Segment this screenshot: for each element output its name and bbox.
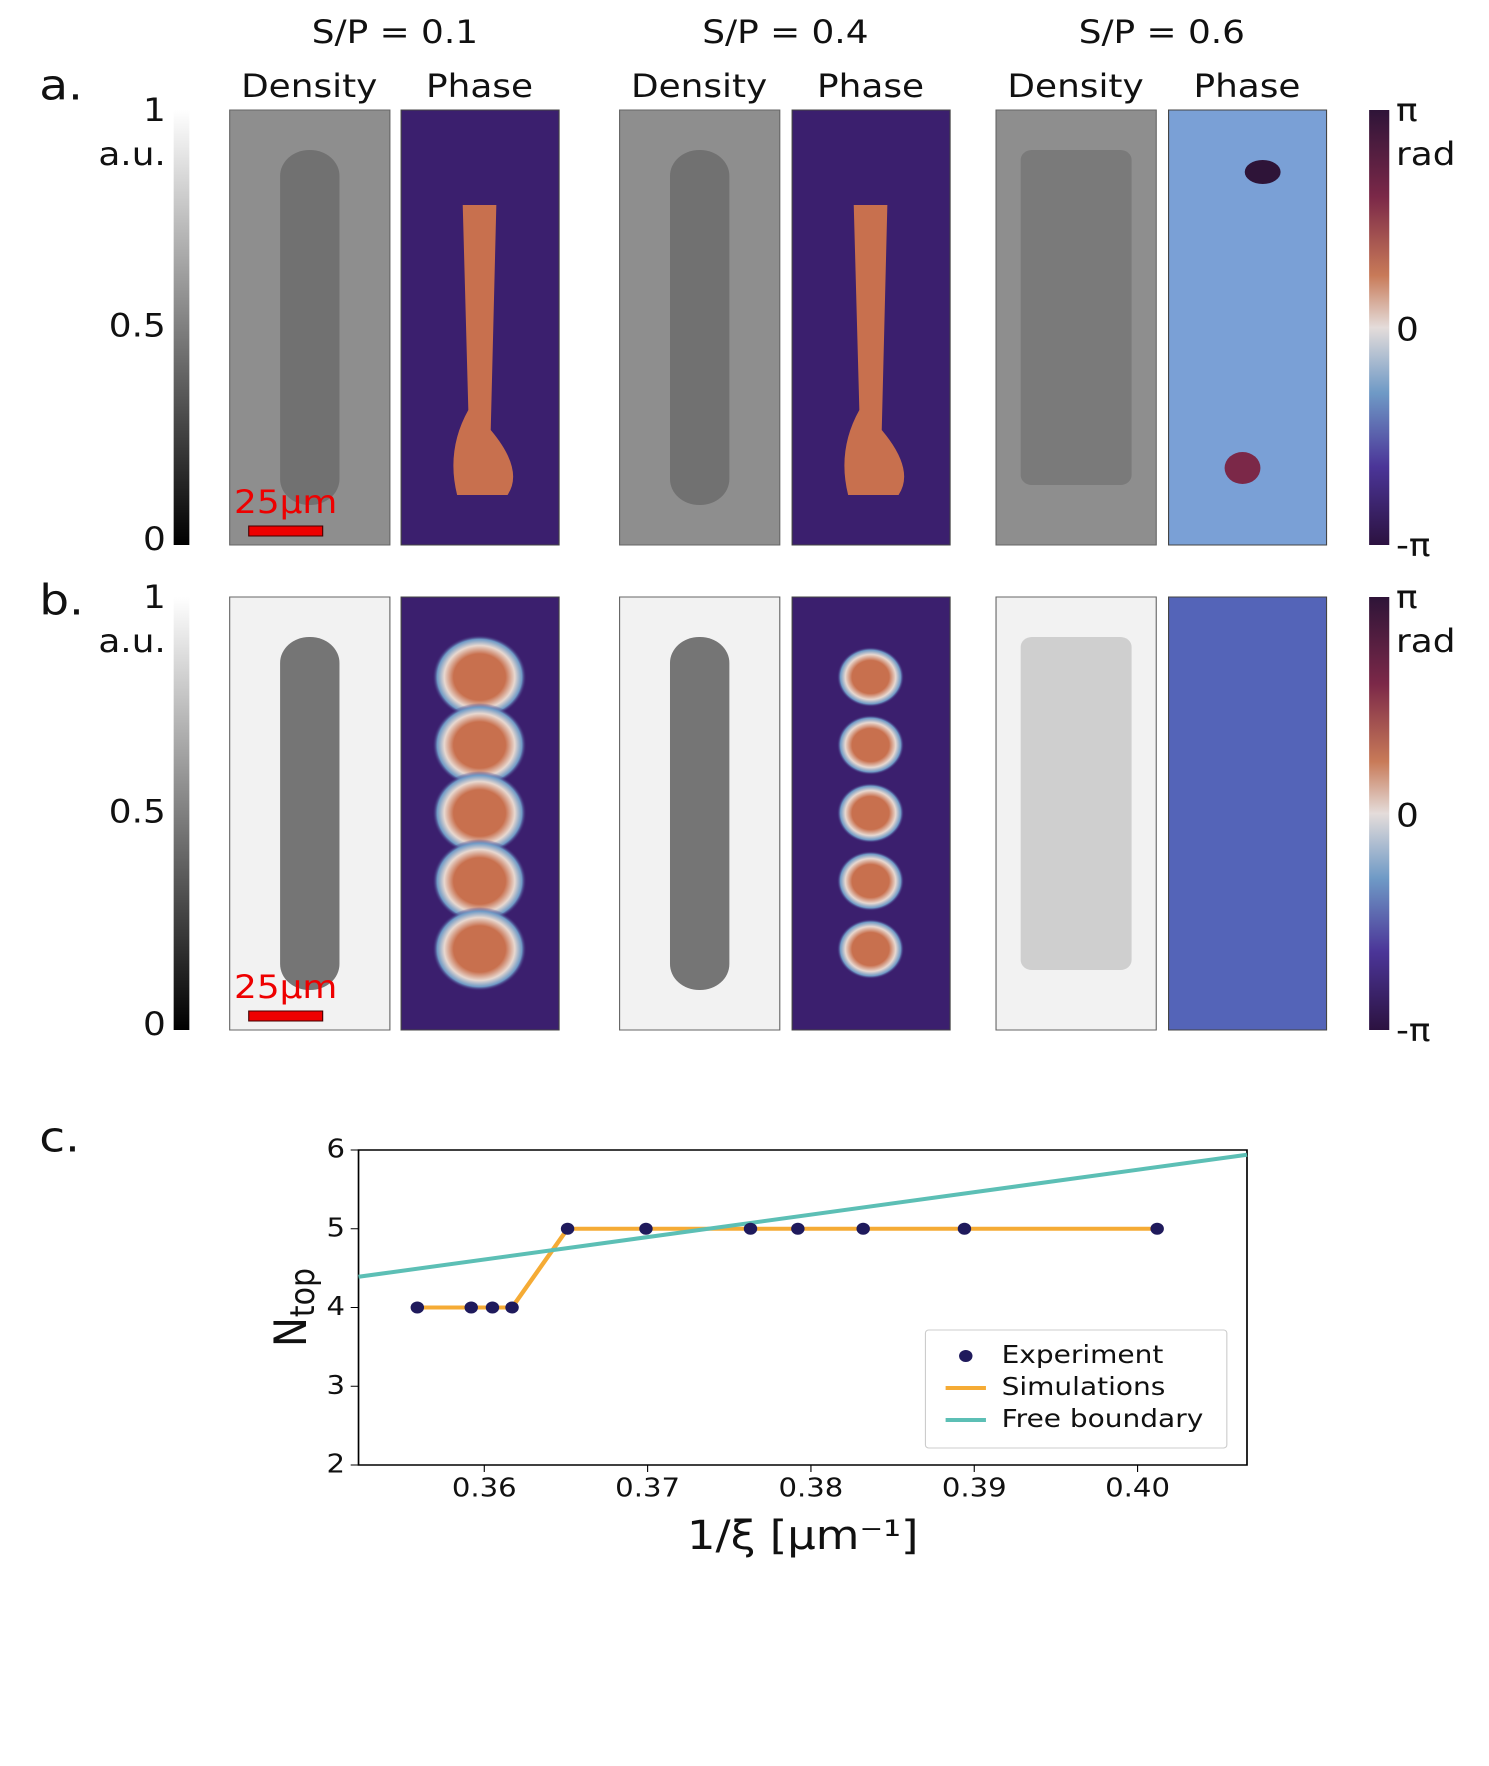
density-core xyxy=(1020,637,1132,970)
data-point xyxy=(505,1301,519,1314)
density-colorbar xyxy=(173,597,190,1030)
density-core xyxy=(669,150,730,505)
y-tick-label: 5 xyxy=(327,1212,346,1243)
panel-label: c. xyxy=(39,1113,80,1162)
vortex xyxy=(1244,160,1281,184)
phase-blob xyxy=(836,783,905,843)
colorbar-label: π xyxy=(1396,92,1418,130)
density-label: Density xyxy=(1007,68,1143,106)
legend-label: Experiment xyxy=(1002,1340,1164,1369)
phase-colorbar xyxy=(1369,597,1390,1030)
phase-blob xyxy=(432,839,527,923)
data-point xyxy=(464,1301,478,1314)
y-tick-label: 2 xyxy=(327,1448,346,1479)
y-tick-label: 4 xyxy=(327,1291,346,1322)
panel-label: b. xyxy=(39,576,84,625)
colorbar-label: a.u. xyxy=(98,136,165,174)
phase-label: Phase xyxy=(426,68,533,106)
scale-bar xyxy=(248,525,324,537)
series-line xyxy=(358,1152,1248,1279)
vortex xyxy=(1224,452,1261,484)
phase-blob xyxy=(432,907,527,991)
y-tick-label: 6 xyxy=(327,1133,346,1164)
colorbar-label: π xyxy=(1396,579,1418,617)
legend-box xyxy=(924,1329,1228,1449)
y-axis-label: Ntop xyxy=(266,1268,323,1347)
density-label: Density xyxy=(631,68,767,106)
colorbar-label: 0 xyxy=(143,1006,166,1044)
scale-bar xyxy=(248,1010,324,1022)
density-label: Density xyxy=(241,68,377,106)
data-point xyxy=(856,1222,870,1235)
colorbar-label: 0 xyxy=(1396,797,1419,835)
colorbar-label: rad xyxy=(1396,136,1455,174)
phase-blob xyxy=(836,919,905,979)
data-point xyxy=(1150,1222,1164,1235)
colorbar-label: 0 xyxy=(143,521,166,559)
data-point xyxy=(560,1222,575,1235)
legend-marker xyxy=(959,1350,973,1362)
data-point xyxy=(743,1222,758,1235)
phase-label: Phase xyxy=(1193,68,1300,106)
colorbar-label: 1 xyxy=(143,579,166,617)
y-axis-label-base: N xyxy=(266,1317,318,1347)
phase-channel xyxy=(844,205,905,495)
column-title: S/P = 0.1 xyxy=(312,14,478,52)
panel-label: a. xyxy=(39,61,83,110)
colorbar-label: a.u. xyxy=(98,623,165,661)
legend-label: Simulations xyxy=(1002,1372,1166,1401)
x-tick-label: 0.36 xyxy=(452,1472,517,1503)
y-tick-label: 3 xyxy=(327,1369,346,1400)
density-core xyxy=(280,637,340,990)
phase-label: Phase xyxy=(817,68,924,106)
data-point xyxy=(485,1301,500,1314)
data-point xyxy=(791,1222,805,1235)
x-tick-label: 0.39 xyxy=(942,1472,1007,1503)
phase-image xyxy=(1168,596,1328,1031)
colorbar-label: rad xyxy=(1396,623,1455,661)
x-tick-label: 0.37 xyxy=(615,1472,680,1503)
phase-colorbar xyxy=(1369,110,1390,545)
scale-bar-label: 25μm xyxy=(234,484,337,522)
phase-blob xyxy=(432,771,527,855)
column-title: S/P = 0.4 xyxy=(702,14,868,52)
y-axis-label-sub: top xyxy=(283,1268,323,1317)
colorbar-label: 1 xyxy=(143,92,166,130)
phase-blob xyxy=(432,635,527,719)
x-axis-label: 1/ξ [μm⁻¹] xyxy=(687,1513,919,1559)
colorbar-label: -π xyxy=(1396,527,1431,565)
phase-blob xyxy=(836,647,905,707)
series-line xyxy=(417,1226,1158,1310)
data-point xyxy=(639,1222,653,1235)
x-tick-label: 0.40 xyxy=(1105,1472,1170,1503)
data-point xyxy=(410,1301,425,1314)
colorbar-label: 0.5 xyxy=(109,793,166,831)
legend-label: Free boundary xyxy=(1002,1404,1204,1433)
density-core xyxy=(1020,150,1132,485)
x-tick-label: 0.38 xyxy=(779,1472,844,1503)
data-point xyxy=(957,1222,972,1235)
colorbar-label: 0 xyxy=(1396,311,1419,349)
phase-blob xyxy=(836,851,905,911)
density-core xyxy=(280,150,340,505)
phase-channel xyxy=(453,205,514,495)
colorbar-label: -π xyxy=(1396,1012,1431,1050)
column-title: S/P = 0.6 xyxy=(1079,14,1245,52)
colorbar-label: 0.5 xyxy=(109,307,166,345)
density-core xyxy=(669,637,730,990)
scale-bar-label: 25μm xyxy=(234,969,337,1007)
phase-blob xyxy=(432,703,527,787)
phase-blob xyxy=(836,715,905,775)
density-colorbar xyxy=(173,110,190,545)
